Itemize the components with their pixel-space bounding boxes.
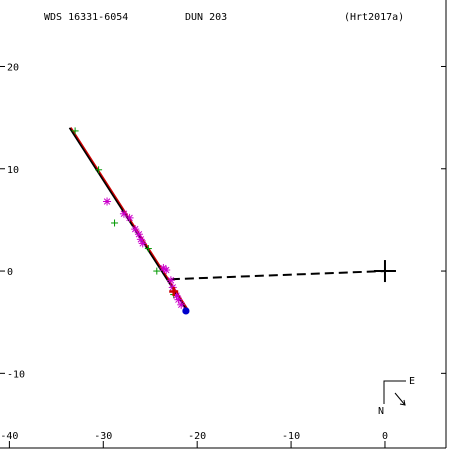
header-wds-id: WDS 16331-6054: [44, 12, 128, 23]
observation-asterisk: [175, 296, 182, 303]
x-axis-ticks: -40 -30 -20 -10 0: [0, 431, 388, 448]
x-tick-label: 0: [382, 431, 388, 442]
observation-asterisk: [177, 301, 185, 309]
y-tick-label: 10: [7, 165, 19, 176]
observation-asterisk: [135, 230, 143, 238]
observation-markers: [71, 127, 190, 315]
observation-asterisk: [131, 225, 139, 233]
x-tick-label: -40: [0, 431, 18, 442]
y-tick-label: 0: [7, 267, 13, 278]
observation-asterisk: [126, 214, 133, 222]
compass-axes: [383, 380, 406, 404]
observation-asterisk: [162, 266, 170, 274]
header-discoverer-code: DUN 203: [185, 12, 227, 23]
compass: E N: [378, 376, 415, 417]
observation-asterisk: [120, 210, 128, 218]
observation-asterisk: [173, 292, 180, 299]
current-position-dot: [182, 307, 190, 315]
y-tick-label: -10: [7, 369, 25, 380]
observation-asterisk: [167, 277, 175, 284]
orbit-layer: [68, 127, 396, 310]
compass-arrow-shaft: [394, 392, 406, 406]
x-tick-label: -20: [188, 431, 206, 442]
observation-asterisk: [137, 236, 145, 243]
observation-asterisk: [103, 198, 111, 205]
compass-east-label: E: [409, 376, 415, 387]
observation-asterisk: [139, 240, 146, 247]
header-reference: (Hrt2017a): [344, 12, 404, 23]
observation-asterisk: [160, 264, 167, 272]
compass-arrow-head: [399, 399, 406, 406]
compass-north-label: N: [378, 406, 384, 417]
y-axis-ticks: 20 10 0 -10: [0, 62, 446, 380]
orbit-line: [68, 127, 187, 310]
y-tick-label: 20: [7, 62, 19, 73]
x-tick-label: -30: [94, 431, 112, 442]
x-tick-label: -10: [282, 431, 300, 442]
node-connector-line: [170, 270, 386, 281]
